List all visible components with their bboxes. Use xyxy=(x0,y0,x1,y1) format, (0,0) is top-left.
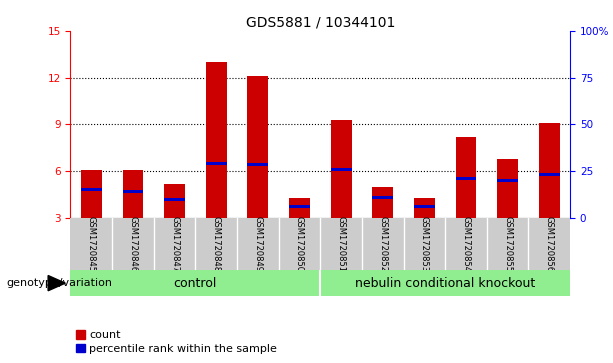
Bar xyxy=(455,137,476,218)
Bar xyxy=(414,197,435,218)
Bar xyxy=(248,76,268,218)
Bar xyxy=(206,162,227,165)
Text: control: control xyxy=(173,277,217,290)
Text: GSM1720845: GSM1720845 xyxy=(87,216,96,272)
Polygon shape xyxy=(48,276,66,291)
Bar xyxy=(372,187,393,218)
Text: genotype/variation: genotype/variation xyxy=(6,278,112,288)
Bar xyxy=(497,179,518,182)
Bar xyxy=(455,177,476,180)
Text: GSM1720853: GSM1720853 xyxy=(420,216,429,272)
Text: GSM1720850: GSM1720850 xyxy=(295,216,304,272)
Bar xyxy=(497,159,518,218)
Legend: count, percentile rank within the sample: count, percentile rank within the sample xyxy=(76,330,277,354)
Bar xyxy=(123,190,143,193)
Text: nebulin conditional knockout: nebulin conditional knockout xyxy=(355,277,535,290)
Bar xyxy=(330,168,351,171)
Bar xyxy=(289,197,310,218)
Text: GSM1720847: GSM1720847 xyxy=(170,216,179,272)
Text: GSM1720851: GSM1720851 xyxy=(337,216,346,272)
Bar xyxy=(81,188,102,191)
Text: GSM1720849: GSM1720849 xyxy=(253,216,262,272)
Bar xyxy=(330,120,351,218)
Text: GSM1720855: GSM1720855 xyxy=(503,216,512,272)
Bar xyxy=(206,62,227,218)
Bar xyxy=(289,205,310,208)
Bar xyxy=(539,123,560,218)
Title: GDS5881 / 10344101: GDS5881 / 10344101 xyxy=(246,16,395,30)
Text: GSM1720852: GSM1720852 xyxy=(378,216,387,272)
Text: GSM1720854: GSM1720854 xyxy=(462,216,471,272)
Bar xyxy=(123,170,143,218)
Bar xyxy=(164,197,185,201)
Bar xyxy=(81,170,102,218)
Bar xyxy=(372,196,393,199)
Bar xyxy=(414,205,435,208)
Text: GSM1720846: GSM1720846 xyxy=(129,216,137,272)
Text: GSM1720856: GSM1720856 xyxy=(545,216,554,272)
Text: GSM1720848: GSM1720848 xyxy=(211,216,221,272)
Bar xyxy=(248,163,268,166)
Bar xyxy=(164,184,185,218)
Bar xyxy=(539,173,560,176)
